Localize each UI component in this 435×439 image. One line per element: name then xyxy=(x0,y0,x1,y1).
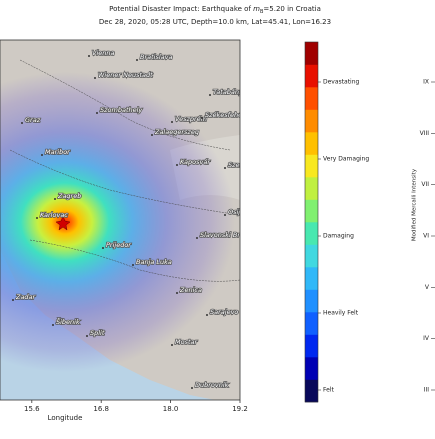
city-dot xyxy=(86,335,88,337)
colorbar-segment xyxy=(305,357,318,380)
mmi-tick-label: IX xyxy=(423,79,429,86)
intensity-field xyxy=(0,72,235,372)
colorbar-segment xyxy=(305,379,318,403)
mmi-tick-label: VI xyxy=(423,233,429,240)
city-dot xyxy=(132,264,134,266)
colorbar-frame xyxy=(304,41,319,403)
city-dot xyxy=(176,292,178,294)
mmi-axis-label: Modified Mercalli Intensity xyxy=(412,168,418,241)
city-dot xyxy=(171,121,173,123)
city-label: Veszprém xyxy=(175,115,207,123)
colorbar-segment xyxy=(305,244,318,268)
colorbar-segment xyxy=(305,177,318,200)
colorbar-segment xyxy=(305,132,318,155)
city-label: Wiener Neustadt xyxy=(98,71,153,79)
map-frame xyxy=(0,39,241,401)
city-label: Budapest xyxy=(255,93,286,101)
city-dot xyxy=(251,99,253,101)
impact-label: Heavily Felt xyxy=(323,310,359,317)
city-label: Kaposvár xyxy=(180,158,211,166)
city-dot xyxy=(191,387,193,389)
city-dot xyxy=(171,344,173,346)
impact-label: Felt xyxy=(323,387,334,394)
city-label: Tatabánya xyxy=(213,88,247,96)
city-dot xyxy=(96,112,98,114)
city-dot xyxy=(136,59,138,61)
city-label: Prijedor xyxy=(106,241,132,249)
city-dot xyxy=(88,55,90,57)
city-dot xyxy=(102,247,104,249)
colorbar-segment xyxy=(305,87,318,110)
colorbar-segment xyxy=(305,42,318,65)
city-dot xyxy=(224,214,226,216)
city-label: Zalaegerszeg xyxy=(154,128,199,136)
city-label: Zagreb xyxy=(57,192,81,200)
colorbar-segment xyxy=(305,64,318,88)
x-axis-label: Longitude xyxy=(48,414,83,422)
colorbar-segment xyxy=(305,267,318,290)
city-label: Split xyxy=(90,329,105,337)
city-label: Slavonski Brod xyxy=(200,231,249,239)
colorbar-segment xyxy=(305,289,318,313)
city-dot xyxy=(21,122,23,124)
city-dot xyxy=(54,198,56,200)
city-dot xyxy=(52,324,54,326)
city-dot xyxy=(209,94,211,96)
x-tick-label: 16.8 xyxy=(93,405,109,413)
city-dot xyxy=(41,154,43,156)
subtitle: Dec 28, 2020, 05:28 UTC, Depth=10.0 km, … xyxy=(99,18,331,26)
colorbar-segment xyxy=(305,199,318,223)
city-label: Karlovac xyxy=(40,211,68,219)
city-label: Osijek xyxy=(228,208,248,216)
city-dot xyxy=(201,117,203,119)
city-dot xyxy=(206,314,208,316)
colorbar-segment xyxy=(305,109,318,133)
mmi-tick-label: V xyxy=(425,284,430,291)
city-label: Bratislava xyxy=(140,53,172,61)
city-label: Szombathely xyxy=(100,106,142,114)
x-tick-label: 15.6 xyxy=(24,405,40,413)
mmi-tick-label: IV xyxy=(423,335,430,342)
city-dot xyxy=(176,164,178,166)
x-tick-label: 18.0 xyxy=(163,405,179,413)
city-label: Zenica xyxy=(179,286,202,294)
city-dot xyxy=(12,299,14,301)
city-dot xyxy=(196,237,198,239)
mmi-tick-label: VIII xyxy=(420,130,430,137)
city-label: Sarajevo xyxy=(210,308,238,316)
city-dot xyxy=(94,77,96,79)
city-label: Szekszárd xyxy=(228,161,262,169)
border xyxy=(9,59,240,282)
mmi-tick-label: VII xyxy=(421,181,429,188)
title: Potential Disaster Impact: Earthquake of… xyxy=(109,5,321,15)
city-label: Graz xyxy=(25,116,41,124)
city-dot xyxy=(36,217,38,219)
map: Vienna Bratislava Wiener Neustadt Tatabánya… xyxy=(0,40,286,400)
city-label: Zadar xyxy=(15,293,37,301)
epicenter xyxy=(55,215,71,231)
city-label: Székesfehérvár xyxy=(205,111,257,119)
x-tick-label: 19.2 xyxy=(232,405,248,413)
colorbar-segment xyxy=(305,312,318,335)
mmi-tick-label: III xyxy=(424,387,430,394)
city-label: Dubrovnik xyxy=(195,381,229,389)
impact-label: Devastating xyxy=(323,79,360,86)
impact-label: Damaging xyxy=(323,233,354,240)
city-label: Mostar xyxy=(175,338,199,346)
city-label: Maribor xyxy=(45,148,71,156)
city-label: Šibenik xyxy=(56,317,80,326)
city-label: Vienna xyxy=(92,49,114,57)
city-dot xyxy=(151,134,153,136)
colorbar-segment xyxy=(305,154,318,178)
colorbar-segment xyxy=(305,334,318,358)
impact-label: Very Damaging xyxy=(323,156,369,163)
city-label: Banja Luka xyxy=(136,258,172,266)
city-dot xyxy=(224,167,226,169)
colorbar-segment xyxy=(305,222,318,245)
